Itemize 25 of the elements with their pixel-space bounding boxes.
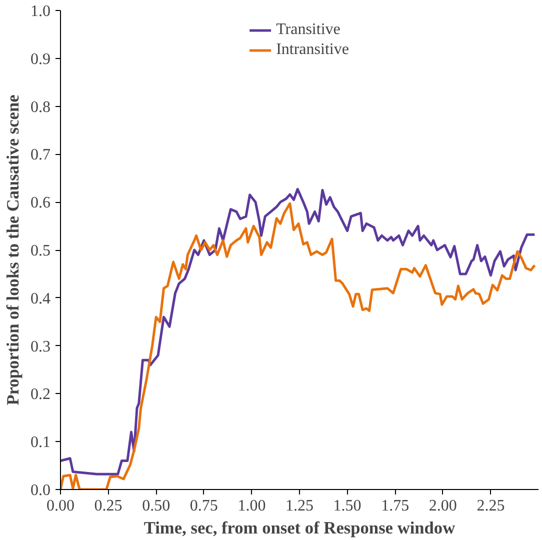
legend-label: Intransitive [276, 41, 349, 59]
y-tick-label: 0.6 [30, 194, 50, 212]
y-tick-label: 0.9 [30, 50, 50, 68]
x-tick-label: 2.25 [476, 498, 505, 514]
x-tick-label: 1.00 [238, 498, 266, 514]
x-tick-label: 0.75 [190, 498, 218, 514]
y-tick-label: 0.0 [30, 482, 50, 499]
y-tick-label: 0.3 [30, 338, 50, 356]
x-tick-label: 0.00 [46, 498, 74, 514]
y-tick-label: 0.2 [30, 386, 50, 404]
y-tick-label: 1.0 [30, 3, 50, 20]
x-tick-label: 1.75 [381, 498, 410, 514]
x-axis-title: Time, sec, from onset of Response window [144, 518, 456, 538]
y-axis-title: Proportion of looks to the Causative scene [4, 94, 22, 406]
y-tick-label: 0.7 [30, 146, 50, 164]
y-tick-label: 0.1 [30, 434, 50, 452]
y-tick-label: 0.8 [30, 98, 50, 116]
y-tick-label: 0.4 [30, 290, 50, 308]
x-tick-label: 2.00 [428, 498, 457, 514]
x-tick-label: 0.50 [142, 498, 170, 514]
y-tick-label: 0.5 [30, 242, 50, 260]
x-tick-label: 1.50 [333, 498, 362, 514]
legend-label: Transitive [276, 21, 340, 39]
x-tick-label: 0.25 [94, 498, 122, 514]
x-tick-label: 1.25 [286, 498, 314, 514]
